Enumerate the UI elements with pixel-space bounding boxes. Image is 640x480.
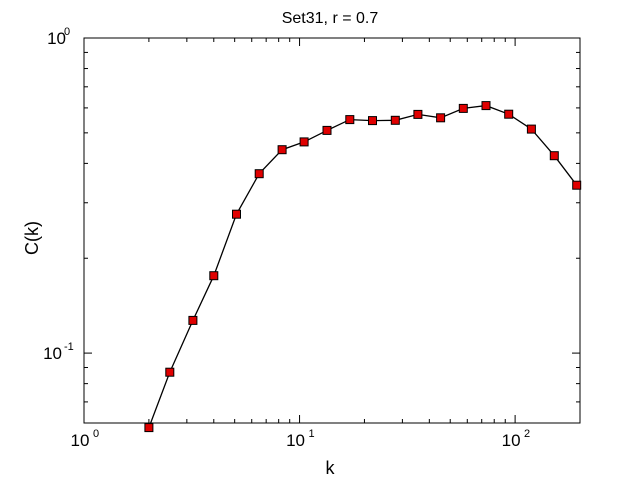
data-point-marker: [144, 423, 154, 433]
x-axis-label: k: [326, 458, 336, 478]
data-point-marker: [299, 137, 309, 147]
data-point-marker: [209, 271, 219, 281]
data-series: [144, 101, 582, 433]
x-tick-label: 10: [502, 431, 521, 450]
x-tick-label: 10: [286, 431, 305, 450]
data-point-marker: [322, 125, 332, 135]
data-point-marker: [188, 315, 198, 325]
y-tick-label: 10: [47, 29, 66, 48]
data-point-marker: [572, 180, 582, 190]
data-point-marker: [458, 103, 468, 113]
data-point-marker: [277, 145, 287, 155]
data-point-marker: [165, 367, 175, 377]
data-point-marker: [436, 113, 446, 123]
data-point-marker: [390, 115, 400, 125]
data-point-marker: [232, 209, 241, 219]
data-point-marker: [549, 151, 559, 161]
plot-area-frame: [83, 37, 581, 424]
data-point-marker: [526, 124, 536, 134]
chart-title: Set31, r = 0.7: [282, 10, 379, 27]
x-tick-exponent: 0: [93, 428, 99, 440]
y-tick-exponent: -1: [64, 341, 74, 353]
y-tick-label: 10: [43, 344, 62, 363]
data-point-marker: [413, 109, 423, 119]
data-point-marker: [254, 169, 264, 179]
data-point-marker: [368, 116, 377, 126]
data-point-marker: [504, 109, 514, 119]
y-axis-label: C(k): [22, 221, 42, 255]
data-point-marker: [345, 115, 355, 125]
x-tick-label: 10: [71, 431, 90, 450]
x-tick-exponent: 2: [524, 428, 530, 440]
x-tick-exponent: 1: [308, 428, 314, 440]
data-point-marker: [481, 101, 491, 111]
y-tick-exponent: 0: [64, 26, 70, 38]
